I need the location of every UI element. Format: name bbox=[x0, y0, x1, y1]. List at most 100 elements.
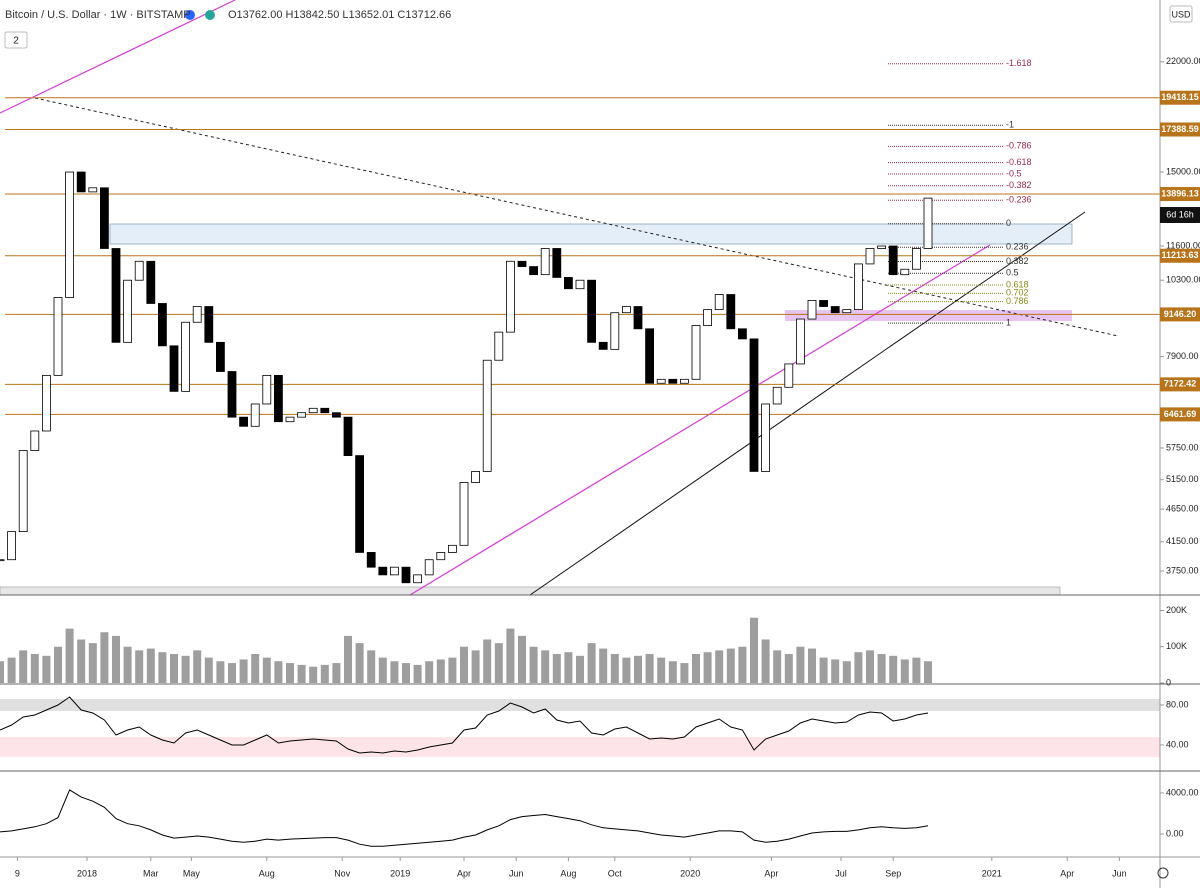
volume-bar bbox=[262, 657, 271, 683]
volume-bar bbox=[576, 655, 584, 683]
candle bbox=[633, 306, 643, 330]
volume-bar bbox=[158, 652, 167, 683]
y-tick-label: 0 bbox=[1166, 677, 1171, 687]
fib-label: 0 bbox=[1006, 218, 1011, 228]
symbol-title: Bitcoin / U.S. Dollar · 1W · BITSTAMP bbox=[5, 9, 191, 21]
candle bbox=[738, 328, 747, 340]
volume-bar bbox=[831, 659, 840, 683]
settings-icon[interactable] bbox=[1157, 867, 1169, 879]
volume-bar bbox=[146, 648, 155, 683]
fib-label: 0.618 bbox=[1006, 279, 1029, 289]
volume-bar bbox=[518, 635, 526, 683]
candle bbox=[273, 374, 283, 423]
volume-bar bbox=[761, 639, 770, 683]
volume-bar bbox=[541, 650, 550, 683]
level-label: 19418.15 bbox=[1161, 92, 1199, 102]
candle bbox=[0, 559, 5, 562]
volume-bar bbox=[610, 654, 619, 683]
candle bbox=[285, 416, 295, 423]
candle bbox=[645, 328, 654, 384]
volume-bar bbox=[680, 663, 689, 683]
volume-bar bbox=[425, 661, 434, 683]
fib-label: -0.382 bbox=[1006, 180, 1032, 190]
volume-bar bbox=[30, 654, 39, 683]
candle bbox=[761, 403, 770, 472]
volume-bar bbox=[483, 639, 492, 683]
zone-box bbox=[0, 586, 1061, 596]
rsi-band bbox=[0, 699, 1160, 711]
fib-label: 0.5 bbox=[1006, 268, 1019, 278]
trend-line bbox=[529, 211, 1086, 596]
volume-bar bbox=[842, 661, 851, 683]
candle bbox=[308, 407, 318, 414]
candle bbox=[482, 359, 492, 472]
candle bbox=[88, 187, 98, 193]
x-tick-label: Apr bbox=[457, 868, 471, 878]
volume-bar bbox=[135, 650, 144, 683]
volume-bar bbox=[448, 657, 457, 683]
candle bbox=[447, 544, 457, 553]
volume-bar bbox=[645, 654, 654, 683]
candle bbox=[529, 266, 538, 276]
x-tick-label: Aug bbox=[560, 868, 576, 878]
level-tag bbox=[1160, 90, 1200, 105]
trend-line bbox=[409, 244, 991, 596]
x-tick-label: Jun bbox=[509, 868, 524, 878]
symbol-icon[interactable] bbox=[185, 10, 195, 20]
candle bbox=[923, 197, 933, 249]
volume-bar bbox=[100, 632, 109, 683]
candle bbox=[53, 297, 63, 376]
candle bbox=[471, 471, 481, 483]
x-tick-label: Sep bbox=[885, 868, 901, 878]
currency-button[interactable] bbox=[1169, 5, 1193, 23]
level-tag bbox=[1160, 407, 1200, 422]
volume-bar bbox=[123, 646, 132, 683]
volume-bar bbox=[796, 646, 805, 683]
volume-bar bbox=[274, 661, 283, 683]
fib-label: 0.702 bbox=[1006, 288, 1029, 298]
volume-bar bbox=[413, 664, 422, 683]
volume-bar bbox=[402, 663, 410, 683]
candle bbox=[680, 378, 689, 384]
volume-bar bbox=[286, 663, 294, 683]
candle bbox=[146, 260, 156, 304]
y-tick-label: 7900.00 bbox=[1166, 351, 1199, 361]
candle bbox=[714, 294, 724, 311]
x-tick-label: Mar bbox=[143, 868, 159, 878]
volume-bar bbox=[924, 661, 932, 683]
candle bbox=[819, 300, 828, 307]
volume-bar bbox=[726, 648, 735, 683]
volume-bar bbox=[309, 666, 318, 683]
candle bbox=[703, 309, 712, 326]
volume-bar bbox=[657, 657, 666, 683]
fib-label: -0.5 bbox=[1006, 168, 1022, 178]
volume-bar bbox=[378, 657, 387, 683]
volume-bar bbox=[112, 635, 120, 683]
volume-bar bbox=[622, 657, 631, 683]
level-tag bbox=[1160, 377, 1200, 392]
candle bbox=[865, 248, 875, 265]
x-tick-label: Nov bbox=[334, 868, 351, 878]
collapse-button[interactable] bbox=[4, 31, 28, 49]
level-label: 11213.63 bbox=[1161, 250, 1198, 260]
x-tick-label: Jul bbox=[835, 868, 847, 878]
x-tick-label: May bbox=[183, 868, 201, 878]
volume-bar bbox=[216, 661, 225, 683]
trend-line bbox=[0, 0, 236, 114]
candle bbox=[134, 260, 144, 281]
candle bbox=[505, 260, 515, 333]
candle bbox=[169, 345, 179, 392]
volume-bar bbox=[773, 650, 782, 683]
candle bbox=[401, 566, 411, 584]
candle bbox=[413, 574, 423, 584]
fib-label: 0.786 bbox=[1006, 296, 1029, 306]
y-tick-label: 40.00 bbox=[1166, 739, 1189, 749]
fib-label: -1 bbox=[1006, 120, 1014, 130]
volume-bar bbox=[471, 650, 480, 683]
ohlc-values: O13762.00 H13842.50 L13652.01 C13712.66 bbox=[228, 9, 451, 21]
fib-label: -0.236 bbox=[1006, 195, 1032, 205]
candle bbox=[389, 566, 399, 576]
candle bbox=[65, 171, 74, 298]
candle bbox=[796, 318, 805, 365]
candle bbox=[622, 306, 631, 314]
